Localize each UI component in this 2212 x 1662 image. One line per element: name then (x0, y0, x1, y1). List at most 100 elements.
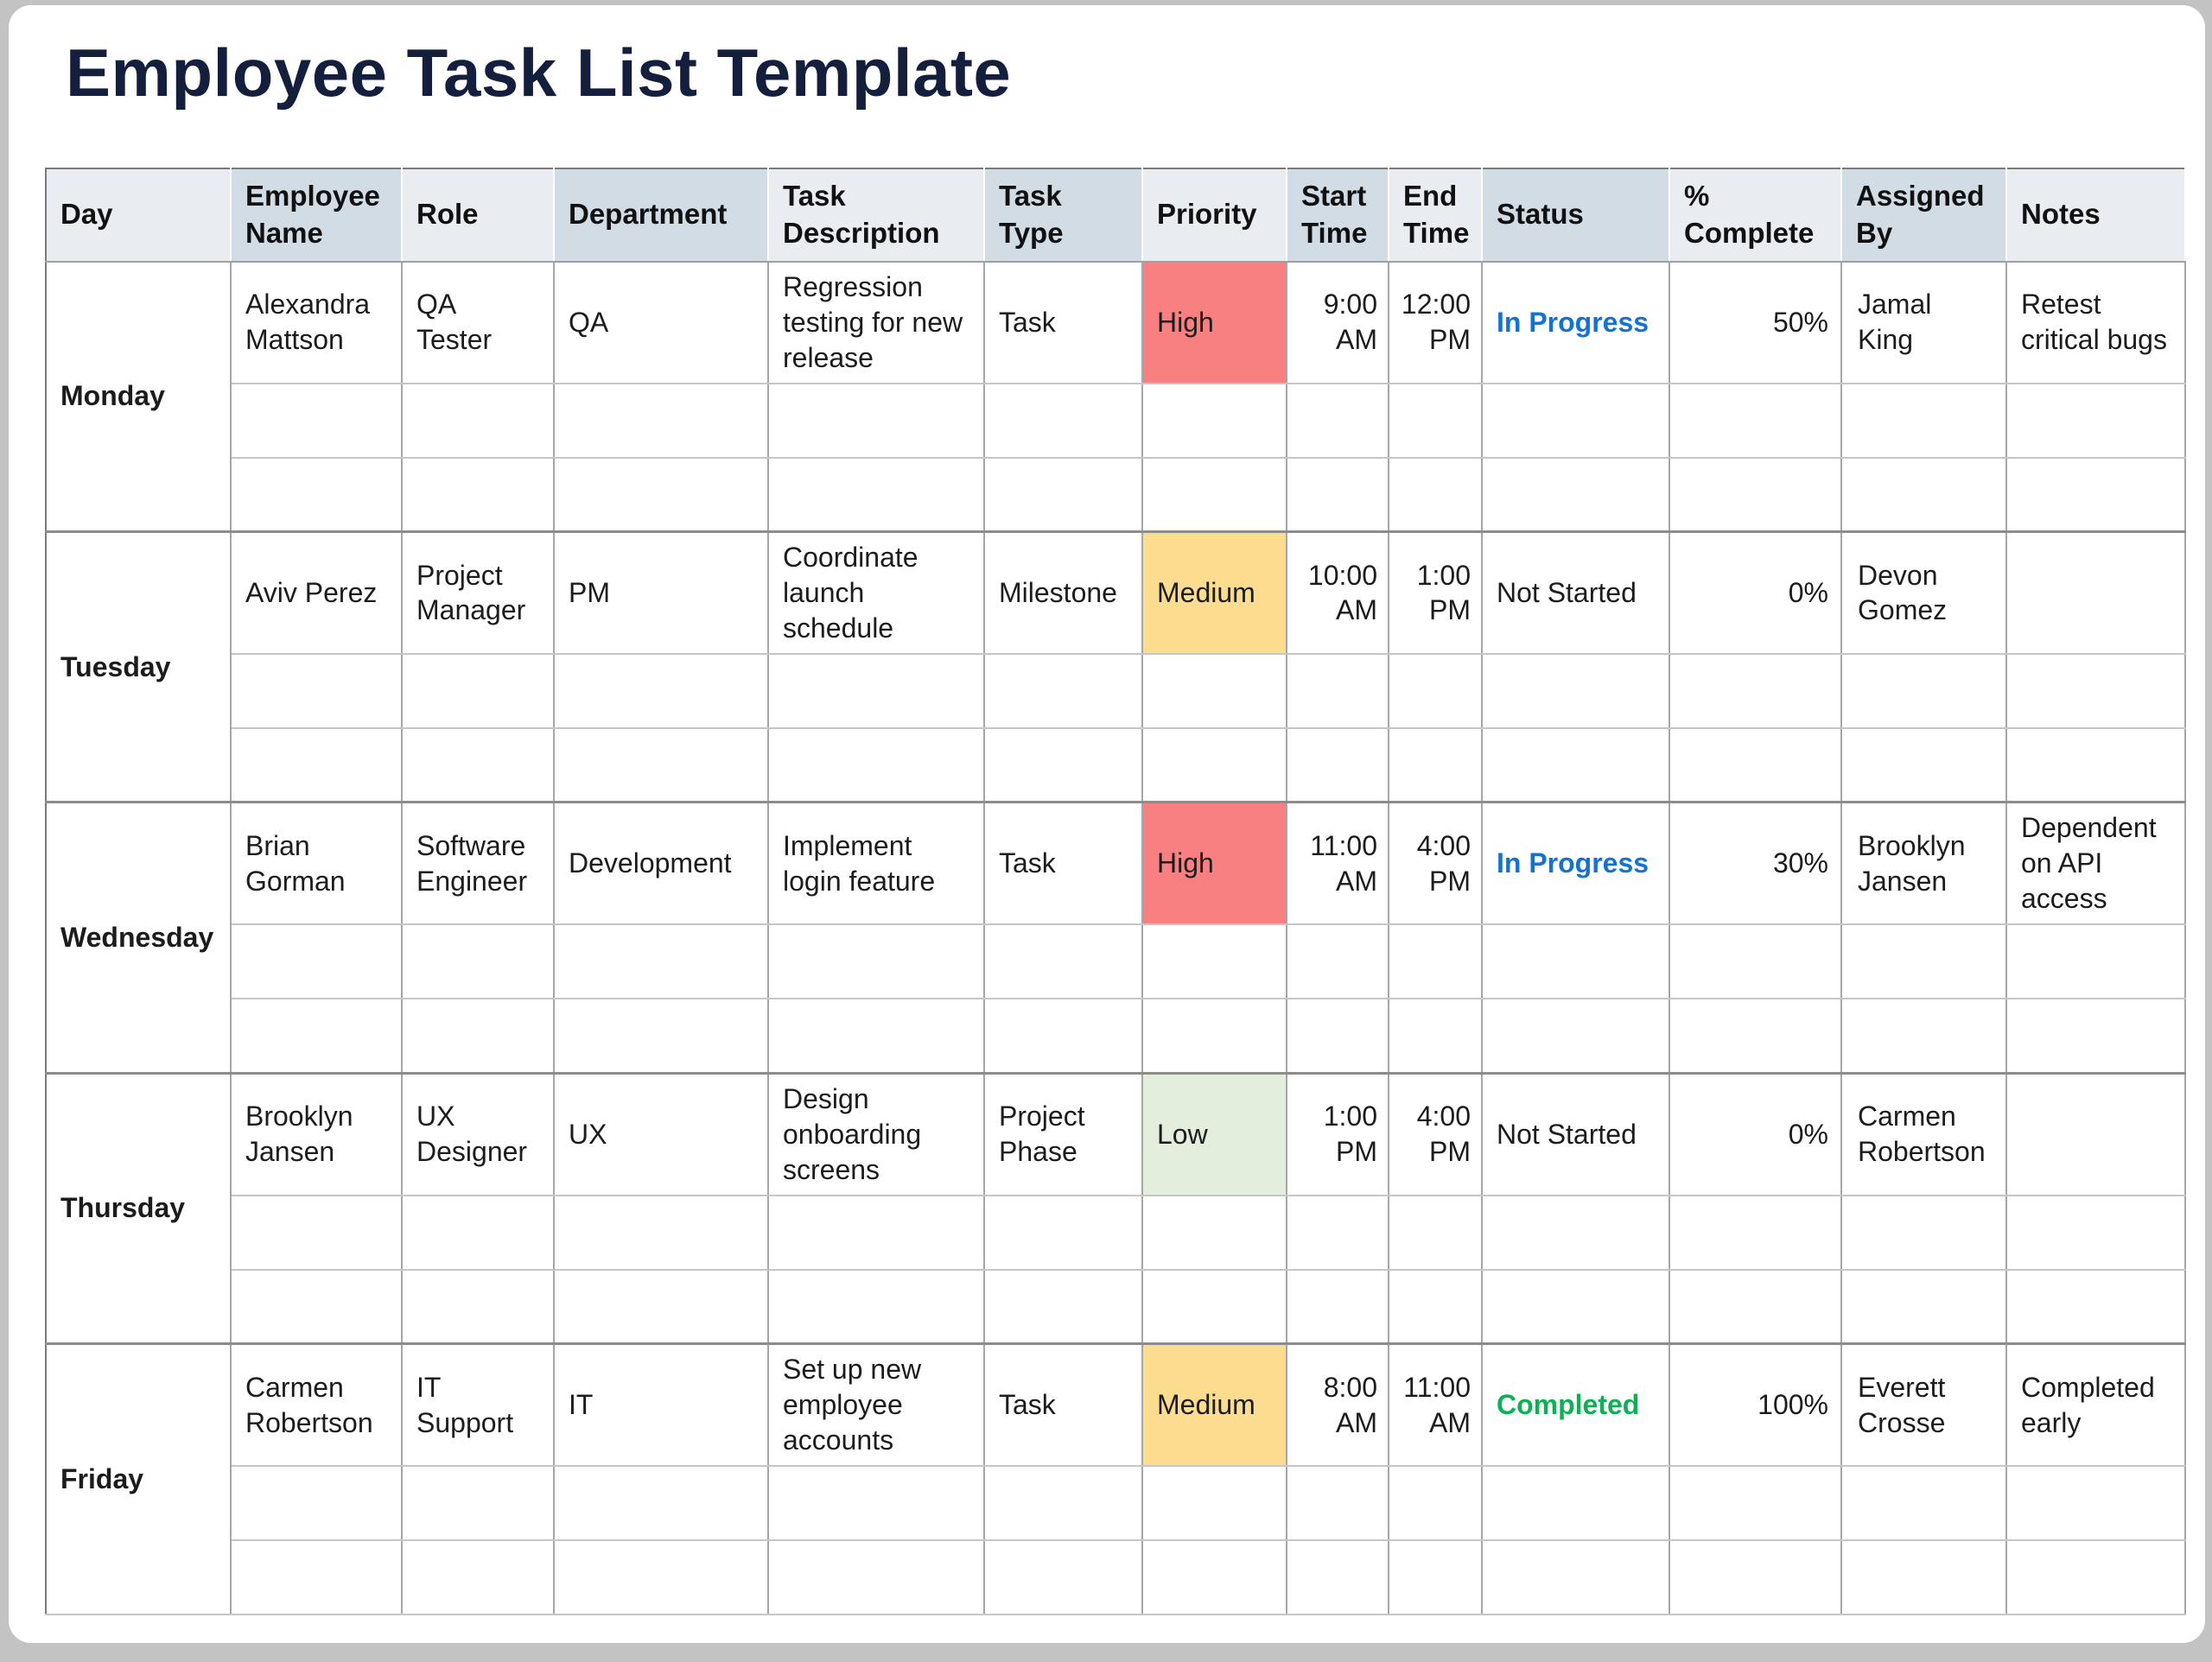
empty-cell[interactable] (768, 1195, 985, 1271)
empty-cell[interactable] (1841, 999, 2007, 1075)
cell-priority[interactable]: High (1142, 261, 1287, 384)
empty-cell[interactable] (1482, 383, 1670, 459)
cell-employee-name[interactable]: Brian Gorman (231, 801, 403, 926)
empty-cell[interactable] (1389, 1195, 1483, 1271)
cell-end-time[interactable]: 4:00 PM (1389, 801, 1483, 926)
empty-cell[interactable] (1287, 1465, 1389, 1541)
cell-assigned-by[interactable]: Jamal King (1841, 261, 2007, 384)
empty-cell[interactable] (1287, 457, 1389, 533)
empty-cell[interactable] (1142, 924, 1287, 1000)
empty-cell[interactable] (2006, 924, 2186, 1000)
empty-cell[interactable] (1142, 383, 1287, 459)
cell-end-time[interactable]: 4:00 PM (1389, 1071, 1483, 1196)
empty-cell[interactable] (1669, 999, 1842, 1075)
cell-day[interactable]: Thursday (46, 1071, 232, 1345)
empty-cell[interactable] (1482, 999, 1670, 1075)
empty-cell[interactable] (554, 457, 769, 533)
empty-cell[interactable] (231, 1269, 403, 1345)
empty-cell[interactable] (1669, 924, 1842, 1000)
empty-cell[interactable] (1841, 1195, 2007, 1271)
cell-task-description[interactable]: Coordinate launch schedule (768, 530, 985, 655)
empty-cell[interactable] (554, 999, 769, 1075)
empty-cell[interactable] (554, 1465, 769, 1541)
empty-cell[interactable] (1389, 1539, 1483, 1615)
empty-cell[interactable] (402, 924, 555, 1000)
cell-percent-complete[interactable]: 100% (1669, 1342, 1842, 1467)
empty-cell[interactable] (1389, 653, 1483, 729)
empty-cell[interactable] (768, 1539, 985, 1615)
cell-start-time[interactable]: 10:00 AM (1287, 530, 1389, 655)
empty-cell[interactable] (1669, 383, 1842, 459)
cell-department[interactable]: PM (554, 530, 769, 655)
empty-cell[interactable] (984, 727, 1143, 803)
empty-cell[interactable] (984, 1539, 1143, 1615)
cell-status[interactable]: In Progress (1482, 261, 1670, 384)
empty-cell[interactable] (554, 1269, 769, 1345)
empty-cell[interactable] (1142, 999, 1287, 1075)
empty-cell[interactable] (402, 1195, 555, 1271)
empty-cell[interactable] (554, 924, 769, 1000)
empty-cell[interactable] (1389, 924, 1483, 1000)
empty-cell[interactable] (1389, 999, 1483, 1075)
empty-cell[interactable] (1482, 924, 1670, 1000)
empty-cell[interactable] (402, 727, 555, 803)
empty-cell[interactable] (984, 924, 1143, 1000)
empty-cell[interactable] (1142, 1195, 1287, 1271)
empty-cell[interactable] (1287, 999, 1389, 1075)
empty-cell[interactable] (768, 727, 985, 803)
empty-cell[interactable] (402, 1465, 555, 1541)
cell-status[interactable]: Not Started (1482, 530, 1670, 655)
empty-cell[interactable] (1287, 653, 1389, 729)
empty-cell[interactable] (1669, 457, 1842, 533)
empty-cell[interactable] (231, 457, 403, 533)
cell-department[interactable]: UX (554, 1071, 769, 1196)
empty-cell[interactable] (768, 1269, 985, 1345)
cell-priority[interactable]: Low (1142, 1071, 1287, 1196)
cell-task-type[interactable]: Task (984, 1342, 1143, 1467)
cell-end-time[interactable]: 12:00 PM (1389, 261, 1483, 384)
cell-percent-complete[interactable]: 0% (1669, 530, 1842, 655)
cell-role[interactable]: Software Engineer (402, 801, 555, 926)
empty-cell[interactable] (2006, 457, 2186, 533)
empty-cell[interactable] (1287, 1269, 1389, 1345)
cell-status[interactable]: In Progress (1482, 801, 1670, 926)
cell-notes[interactable] (2006, 530, 2186, 655)
empty-cell[interactable] (2006, 999, 2186, 1075)
cell-role[interactable]: UX Designer (402, 1071, 555, 1196)
empty-cell[interactable] (1389, 1465, 1483, 1541)
empty-cell[interactable] (984, 383, 1143, 459)
empty-cell[interactable] (402, 457, 555, 533)
empty-cell[interactable] (231, 1465, 403, 1541)
empty-cell[interactable] (402, 1539, 555, 1615)
empty-cell[interactable] (2006, 1269, 2186, 1345)
cell-department[interactable]: Development (554, 801, 769, 926)
empty-cell[interactable] (231, 1195, 403, 1271)
empty-cell[interactable] (1142, 457, 1287, 533)
cell-day[interactable]: Friday (46, 1342, 232, 1615)
empty-cell[interactable] (2006, 1539, 2186, 1615)
cell-department[interactable]: IT (554, 1342, 769, 1467)
cell-employee-name[interactable]: Brooklyn Jansen (231, 1071, 403, 1196)
empty-cell[interactable] (2006, 1465, 2186, 1541)
cell-status[interactable]: Completed (1482, 1342, 1670, 1467)
cell-task-description[interactable]: Set up new employee accounts (768, 1342, 985, 1467)
cell-employee-name[interactable]: Carmen Robertson (231, 1342, 403, 1467)
cell-priority[interactable]: Medium (1142, 530, 1287, 655)
empty-cell[interactable] (1841, 653, 2007, 729)
empty-cell[interactable] (554, 1539, 769, 1615)
empty-cell[interactable] (984, 1195, 1143, 1271)
empty-cell[interactable] (1669, 1465, 1842, 1541)
empty-cell[interactable] (231, 653, 403, 729)
empty-cell[interactable] (231, 999, 403, 1075)
empty-cell[interactable] (984, 1269, 1143, 1345)
cell-task-type[interactable]: Task (984, 801, 1143, 926)
cell-assigned-by[interactable]: Devon Gomez (1841, 530, 2007, 655)
cell-start-time[interactable]: 8:00 AM (1287, 1342, 1389, 1467)
empty-cell[interactable] (2006, 383, 2186, 459)
empty-cell[interactable] (768, 653, 985, 729)
empty-cell[interactable] (1841, 1465, 2007, 1541)
empty-cell[interactable] (1841, 1539, 2007, 1615)
empty-cell[interactable] (1482, 1465, 1670, 1541)
cell-task-description[interactable]: Design onboarding screens (768, 1071, 985, 1196)
empty-cell[interactable] (1482, 1539, 1670, 1615)
